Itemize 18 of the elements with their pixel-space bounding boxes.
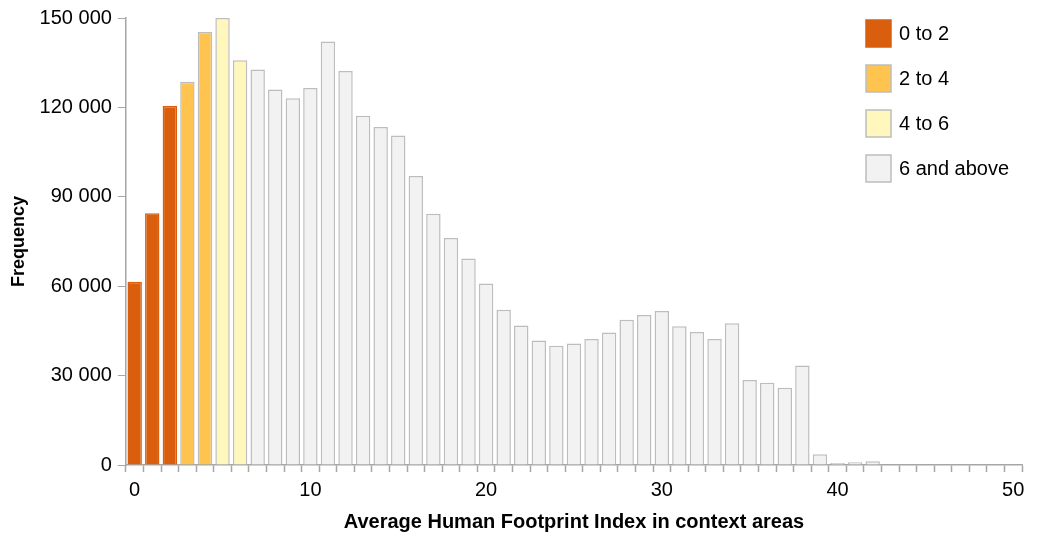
x-tick-label: 20 [474,477,498,500]
x-tick-label: 10 [299,477,322,500]
legend-label: 2 to 4 [899,66,950,89]
x-tick-label: 0 [129,477,141,500]
y-tick-label: 30 000 [50,363,112,386]
y-tick-label: 90 000 [50,184,112,207]
x-tick-label: 40 [826,477,849,500]
x-tick-label: 50 [1002,477,1025,500]
y-axis-title: Frequency [7,195,28,288]
y-tick-label: 60 000 [50,273,112,296]
legend-label: 6 and above [899,156,1010,179]
y-tick-label: 150 000 [39,5,112,28]
legend-label: 4 to 6 [899,111,950,134]
x-tick-label: 30 [650,477,673,500]
y-tick-label: 0 [100,452,112,475]
y-tick-label: 120 000 [39,94,112,117]
legend-label: 0 to 2 [899,21,950,44]
x-axis-title: Average Human Footprint Index in context areas [343,509,805,532]
